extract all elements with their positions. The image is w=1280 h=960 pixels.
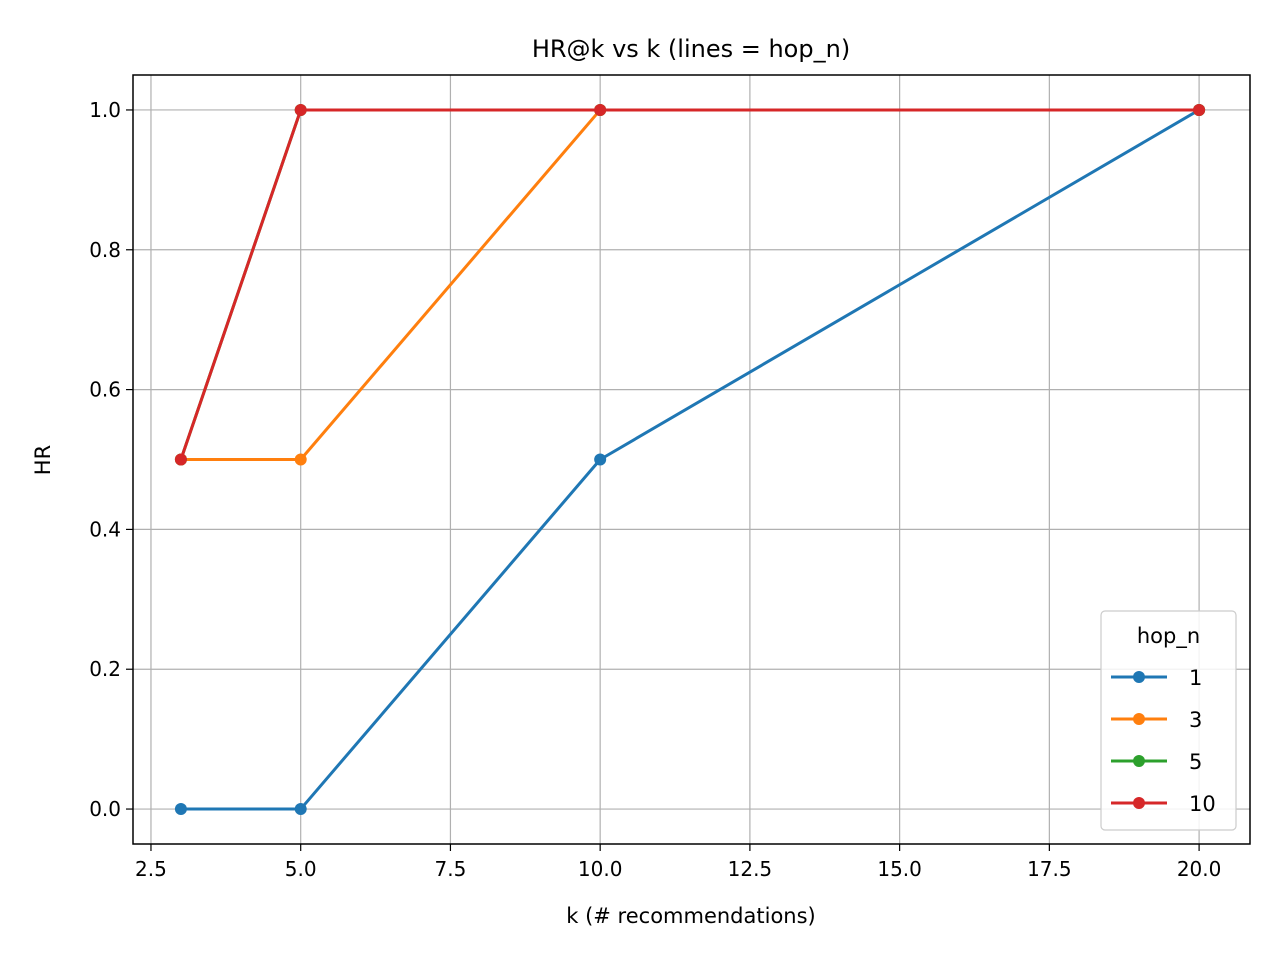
- data-point: [294, 453, 307, 466]
- legend-item: 10: [1111, 792, 1216, 816]
- data-point: [594, 453, 607, 466]
- x-tick-label: 10.0: [578, 857, 623, 881]
- legend-box: [1100, 610, 1237, 831]
- y-tick-label: 0.8: [89, 238, 121, 262]
- x-tick-label: 20.0: [1177, 857, 1222, 881]
- series-line-10: [179, 108, 1200, 460]
- legend-item: 5: [1111, 750, 1202, 774]
- legend-swatch-marker: [1133, 797, 1145, 809]
- legend-label: 10: [1189, 792, 1216, 816]
- ticks-layer: 2.5 5.0 7.5 10.0 12.5 15.0 17.5 20.0 0.0 0.2 0.4 0.…: [89, 98, 1221, 881]
- y-tick-label: 1.0: [89, 98, 121, 122]
- x-tick-label: 17.5: [1027, 857, 1072, 881]
- legend-label: 3: [1189, 708, 1202, 732]
- series-10: [174, 103, 1206, 466]
- legend-title: hop_n: [1137, 624, 1200, 649]
- data-point: [594, 103, 607, 116]
- x-axis-title: k (# recommendations): [566, 904, 816, 928]
- x-tick-label: 5.0: [285, 857, 317, 881]
- x-tick-label: 2.5: [135, 857, 167, 881]
- series-line-1: [180, 108, 1200, 811]
- legend-label: 5: [1189, 750, 1202, 774]
- x-tick-label: 12.5: [728, 857, 773, 881]
- legend-label: 1: [1189, 666, 1202, 690]
- legend-item: 3: [1111, 708, 1202, 732]
- legend-swatch-marker: [1133, 671, 1145, 683]
- data-point: [174, 803, 187, 816]
- y-tick-label: 0.0: [89, 797, 121, 821]
- y-tick-label: 0.4: [89, 517, 121, 541]
- chart-title: HR@k vs k (lines = hop_n): [532, 35, 850, 63]
- legend-swatch-marker: [1133, 713, 1145, 725]
- series-layer: [174, 103, 1206, 816]
- x-tick-label: 7.5: [435, 857, 467, 881]
- x-tick-label: 15.0: [877, 857, 922, 881]
- legend-swatch-marker: [1133, 755, 1145, 767]
- data-point: [174, 453, 187, 466]
- data-point: [294, 803, 307, 816]
- data-point: [294, 103, 307, 116]
- y-tick-label: 0.6: [89, 378, 121, 402]
- data-point: [1193, 103, 1206, 116]
- legend: hop_n 1 3 5 10: [1100, 610, 1237, 831]
- plot-area-frame: [132, 74, 1251, 845]
- y-tick-label: 0.2: [89, 657, 121, 681]
- y-axis-title: HR: [31, 445, 55, 475]
- legend-item: 1: [1111, 666, 1202, 690]
